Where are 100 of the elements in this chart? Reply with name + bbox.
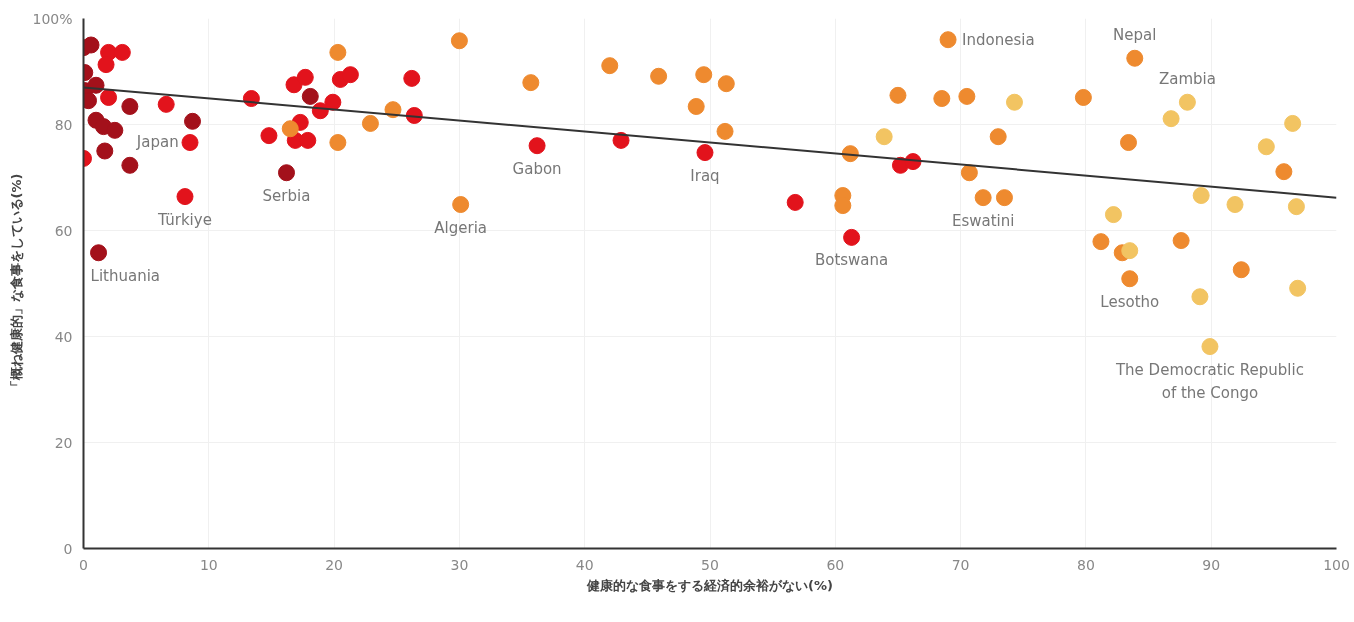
point: [695, 66, 713, 84]
point: [299, 131, 317, 149]
point: [786, 193, 804, 211]
point: [277, 164, 295, 182]
x-tick-label: 10: [199, 556, 218, 573]
annotation: Eswatini: [951, 211, 1015, 230]
point: [1191, 288, 1209, 306]
point: [933, 90, 951, 108]
point: [181, 134, 199, 151]
y-tick-label: 0: [63, 540, 73, 557]
point: [875, 128, 893, 146]
point: [1178, 93, 1196, 111]
x-tick-label: 60: [826, 556, 845, 573]
x-tick-label: 20: [325, 556, 344, 573]
point: [1226, 196, 1244, 214]
x-tick-label: 30: [450, 556, 469, 573]
point: [452, 196, 470, 214]
y-tick-label: 60: [54, 222, 73, 239]
point: [974, 189, 992, 207]
point: [1126, 49, 1144, 67]
point: [96, 142, 114, 160]
point: [83, 36, 100, 54]
x-tick-label: 0: [79, 556, 88, 573]
point: [324, 93, 342, 111]
point: [1232, 261, 1250, 279]
annotation: Lithuania: [90, 266, 161, 285]
point: [1192, 187, 1210, 204]
annotation: Nepal: [1113, 26, 1157, 45]
point: [1121, 270, 1139, 288]
point: [717, 75, 735, 93]
point: [1172, 232, 1190, 250]
point: [1289, 279, 1307, 297]
x-tick-label: 70: [951, 556, 970, 573]
point: [1162, 110, 1180, 128]
point: [90, 244, 108, 262]
annotation: Botswana: [814, 251, 889, 270]
point: [281, 120, 299, 138]
point: [650, 67, 668, 85]
point: [184, 112, 202, 130]
point: [121, 156, 139, 174]
point: [296, 68, 314, 86]
point: [1092, 233, 1110, 251]
point: [528, 137, 546, 155]
point: [301, 87, 319, 105]
point: [121, 98, 139, 115]
point: [960, 164, 978, 182]
annotation: Algeria: [434, 218, 488, 237]
annotation: Gabon: [512, 159, 562, 178]
point: [1201, 338, 1219, 356]
point: [1257, 138, 1275, 156]
point: [1120, 134, 1137, 151]
x-tick-label: 80: [1076, 556, 1095, 573]
point: [1005, 93, 1023, 111]
annotation: Zambia: [1158, 70, 1216, 89]
annotation: Türkiye: [157, 210, 212, 229]
point: [843, 228, 861, 246]
point: [1275, 163, 1293, 181]
point: [329, 134, 347, 151]
point: [1074, 88, 1092, 106]
annotation: Iraq: [690, 166, 720, 185]
point: [1287, 198, 1305, 216]
point: [403, 69, 421, 87]
point: [361, 114, 379, 132]
y-tick-label: 40: [54, 328, 73, 345]
x-tick-label: 100: [1323, 556, 1350, 573]
point: [97, 56, 115, 74]
point: [106, 121, 124, 139]
point: [157, 95, 175, 113]
point: [329, 43, 347, 61]
point: [450, 32, 468, 50]
annotation: Japan: [135, 133, 179, 152]
y-tick-label: 100%: [32, 10, 73, 27]
annotation: Indonesia: [962, 30, 1035, 49]
x-tick-label: 90: [1202, 556, 1221, 573]
point: [995, 189, 1013, 207]
point: [1121, 242, 1139, 260]
y-tick-label: 80: [54, 116, 73, 133]
x-tick-label: 50: [701, 556, 719, 573]
annotation: Lesotho: [1100, 292, 1160, 311]
point: [100, 88, 118, 106]
point: [522, 74, 540, 92]
point: [176, 188, 194, 206]
point: [989, 128, 1007, 146]
point: [889, 86, 907, 104]
y-tick-label: 20: [54, 434, 73, 451]
point: [341, 66, 359, 84]
x-tick-label: 40: [575, 556, 594, 573]
point: [260, 127, 278, 145]
point: [285, 76, 303, 94]
point: [939, 31, 957, 49]
x-axis-title: 健康的な食事をする経済的余裕がない(%): [586, 577, 833, 593]
point: [696, 144, 714, 162]
point: [113, 43, 131, 61]
point: [958, 87, 976, 105]
point: [1284, 114, 1302, 132]
point: [601, 57, 619, 75]
y-axis-title: 「概ね健康的」な食事をしている(%): [9, 173, 25, 394]
point: [1104, 206, 1122, 224]
annotation: Serbia: [262, 186, 311, 205]
annotation: The Democratic Republic of the Congo: [1114, 360, 1304, 402]
